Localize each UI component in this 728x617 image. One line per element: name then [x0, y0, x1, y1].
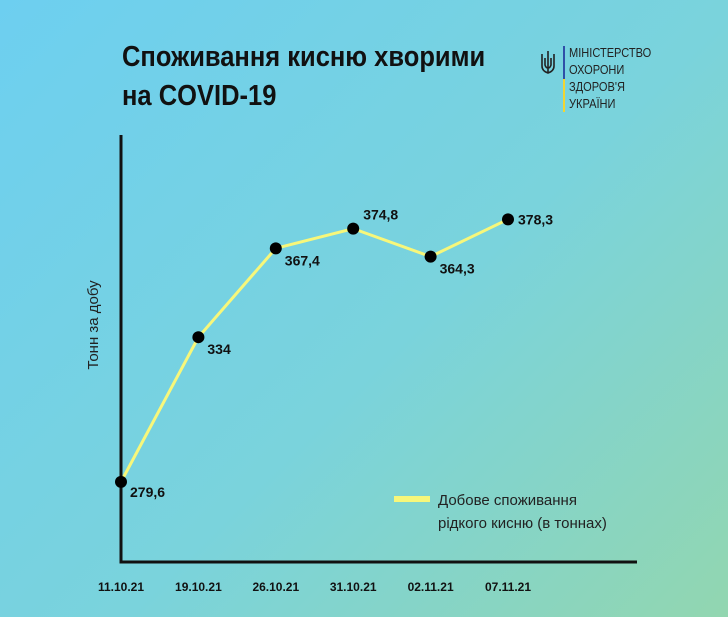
- x-tick-label: 19.10.21: [175, 580, 222, 594]
- title-line: Споживання кисню хворими: [122, 41, 486, 73]
- logo-line: ЗДОРОВ'Я: [569, 79, 625, 94]
- logo-line: МІНІСТЕРСТВО: [569, 45, 652, 60]
- legend-label: рідкого кисню (в тоннах): [438, 515, 607, 532]
- x-tick-label: 02.11.21: [408, 580, 454, 594]
- data-label: 279,6: [130, 484, 165, 500]
- data-point: [192, 331, 205, 344]
- data-point: [115, 475, 127, 488]
- data-point: [502, 213, 514, 226]
- legend-label: Добове споживання: [438, 492, 577, 509]
- chart-title: Споживання кисню хворими на COVID-19: [122, 38, 485, 116]
- data-point: [347, 222, 360, 235]
- logo-line: УКРАЇНИ: [569, 96, 616, 111]
- data-label: 378,3: [518, 211, 553, 227]
- x-tick-label: 31.10.21: [330, 580, 377, 594]
- flag-divider: [563, 46, 565, 112]
- data-label: 374,8: [363, 207, 398, 223]
- x-tick-label: 11.10.21: [98, 580, 144, 594]
- data-label: 334: [207, 341, 231, 357]
- x-tick-label: 26.10.21: [252, 580, 299, 594]
- x-tick-label: 07.11.21: [485, 580, 531, 594]
- series-line: [119, 217, 509, 483]
- data-label: 364,3: [440, 261, 475, 277]
- trident-icon: [541, 51, 555, 74]
- data-point: [269, 242, 282, 255]
- data-label: 367,4: [285, 252, 320, 268]
- logo-line: ОХОРОНИ: [569, 62, 625, 77]
- y-axis-label: Тонн за добу: [85, 280, 102, 370]
- data-point: [424, 250, 437, 263]
- title-line: на COVID-19: [122, 80, 277, 112]
